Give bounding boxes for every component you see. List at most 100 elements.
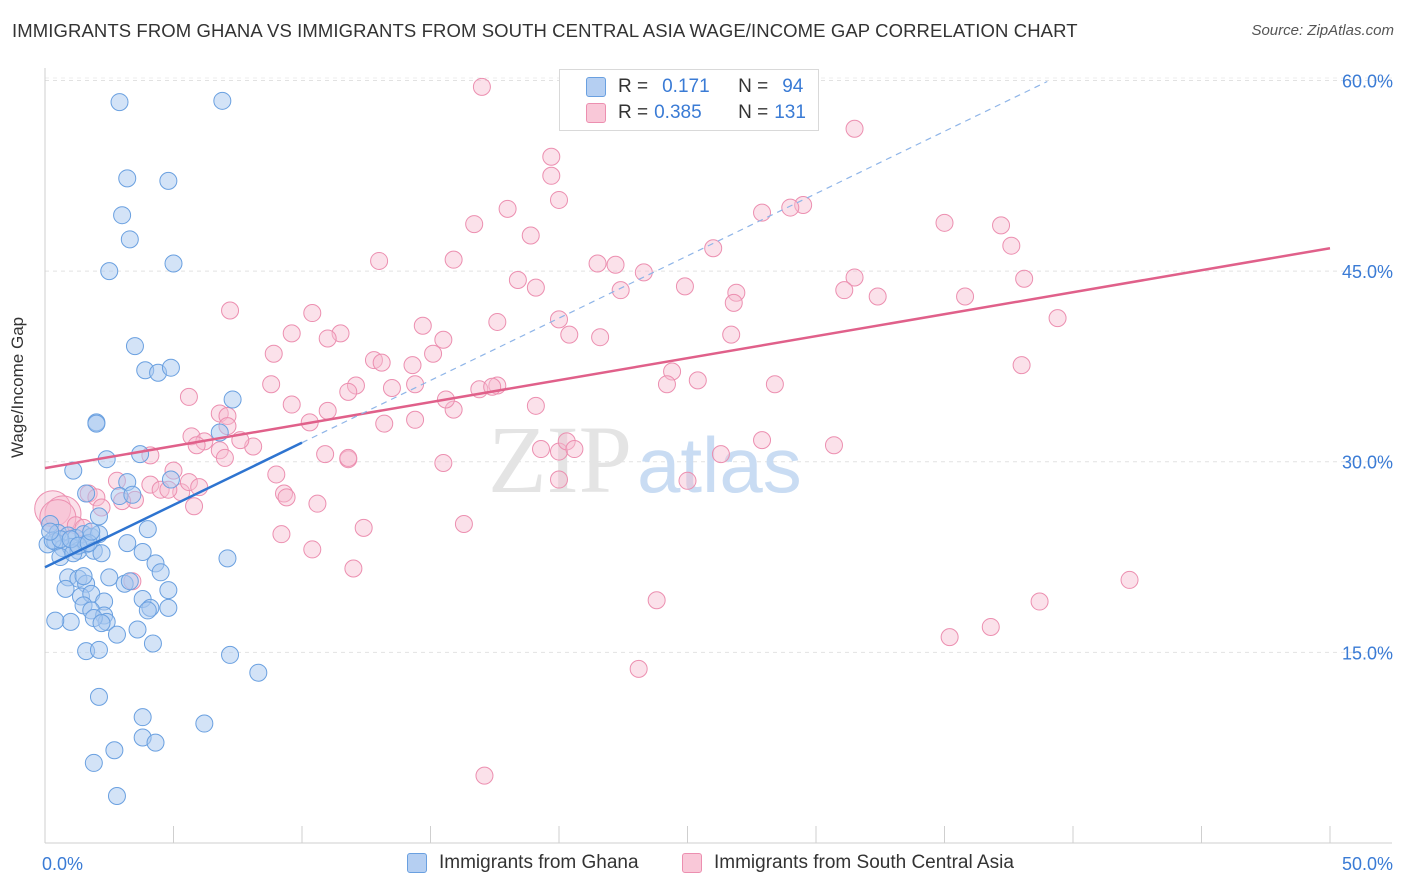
correlation-legend: R = 0.171 N = 94 R = 0.385 N = 131 [559, 69, 819, 131]
data-point-south-central-asia [215, 448, 234, 467]
legend-item-sca: Immigrants from South Central Asia [682, 852, 1014, 874]
data-point-south-central-asia [1002, 236, 1021, 255]
data-point-south-central-asia [272, 525, 291, 544]
data-point-south-central-asia [424, 344, 443, 363]
data-point-ghana [61, 612, 80, 631]
data-point-south-central-asia [444, 400, 463, 419]
data-point-south-central-asia [765, 375, 784, 394]
data-point-south-central-asia [647, 591, 666, 610]
data-point-south-central-asia [282, 395, 301, 414]
data-point-south-central-asia [724, 293, 743, 312]
data-point-ghana [159, 581, 178, 600]
data-point-south-central-asia [992, 216, 1011, 235]
data-point-ghana [56, 579, 75, 598]
x-tick-label: 50.0% [1342, 854, 1393, 874]
data-point-south-central-asia [218, 406, 237, 425]
data-point-south-central-asia [282, 324, 301, 343]
data-point-south-central-asia [532, 440, 551, 459]
data-point-ghana [105, 741, 124, 760]
data-point-ghana [159, 598, 178, 617]
data-point-south-central-asia [940, 628, 959, 647]
data-point-south-central-asia [678, 471, 697, 490]
data-point-ghana [213, 91, 232, 110]
data-point-ghana [138, 520, 157, 539]
data-point-ghana [89, 640, 108, 659]
data-point-south-central-asia [560, 325, 579, 344]
data-point-south-central-asia [526, 278, 545, 297]
data-point-south-central-asia [375, 414, 394, 433]
data-point-south-central-asia [591, 328, 610, 347]
watermark-atlas: atlas [637, 421, 802, 509]
data-point-south-central-asia [303, 540, 322, 559]
data-point-south-central-asia [434, 454, 453, 473]
data-point-south-central-asia [611, 281, 630, 300]
legend-swatch-sca [586, 103, 606, 123]
data-point-south-central-asia [629, 659, 648, 678]
data-point-ghana [221, 645, 240, 664]
data-point-south-central-asia [824, 436, 843, 455]
data-point-south-central-asia [403, 356, 422, 375]
data-point-ghana [74, 567, 93, 586]
data-point-south-central-asia [956, 287, 975, 306]
data-point-south-central-asia [634, 263, 653, 282]
data-point-south-central-asia [179, 387, 198, 406]
legend-n-value-sca: 131 [774, 102, 806, 123]
data-point-south-central-asia [316, 445, 335, 464]
data-point-ghana [77, 484, 96, 503]
data-point-south-central-asia [521, 226, 540, 245]
data-point-ghana [151, 563, 170, 582]
data-point-ghana [164, 254, 183, 273]
data-point-ghana [195, 714, 214, 733]
data-point-ghana [161, 470, 180, 489]
data-point-south-central-asia [688, 371, 707, 390]
chart-title: IMMIGRANTS FROM GHANA VS IMMIGRANTS FROM… [12, 20, 1078, 41]
data-point-south-central-asia [1012, 356, 1031, 375]
source-credit: Source: ZipAtlas.com [1251, 22, 1394, 39]
data-point-ghana [218, 549, 237, 568]
grid-lines [45, 77, 1392, 653]
data-point-south-central-asia [303, 304, 322, 323]
trend-line-south-central-asia [44, 247, 1331, 470]
data-point-south-central-asia [1120, 570, 1139, 589]
data-point-south-central-asia [753, 431, 772, 450]
data-point-south-central-asia [465, 215, 484, 234]
data-point-ghana [249, 663, 268, 682]
data-point-ghana [92, 614, 111, 633]
data-point-ghana [138, 601, 157, 620]
data-point-ghana [131, 445, 150, 464]
data-point-ghana [133, 542, 152, 561]
watermark: ZIP atlas [488, 406, 802, 513]
data-point-south-central-asia [382, 379, 401, 398]
data-point-south-central-asia [675, 277, 694, 296]
data-point-south-central-asia [475, 766, 494, 785]
data-point-south-central-asia [781, 198, 800, 217]
data-point-south-central-asia [550, 470, 568, 489]
data-point-ghana [100, 568, 119, 587]
data-point-south-central-asia [1015, 269, 1034, 288]
data-point-south-central-asia [753, 203, 772, 222]
data-point-ghana [100, 262, 119, 281]
data-point-ghana [118, 534, 137, 553]
data-point-ghana [120, 230, 139, 249]
data-point-ghana [82, 522, 101, 541]
data-point-ghana [89, 687, 108, 706]
data-point-south-central-asia [488, 312, 507, 331]
trend-line-ghana [44, 441, 303, 569]
data-point-south-central-asia [835, 281, 854, 300]
data-point-south-central-asia [542, 147, 561, 166]
data-point-south-central-asia [413, 316, 432, 335]
data-point-ghana [89, 507, 108, 526]
data-point-south-central-asia [221, 301, 240, 320]
y-tick-label: 15.0% [1342, 643, 1393, 663]
data-point-south-central-asia [588, 254, 607, 273]
legend-r-label: R = [618, 76, 649, 97]
data-point-ghana [123, 485, 142, 504]
data-point-south-central-asia [868, 287, 887, 306]
data-point-south-central-asia [318, 329, 337, 348]
data-point-south-central-asia [550, 190, 568, 209]
data-point-south-central-asia [722, 325, 741, 344]
data-point-south-central-asia [454, 515, 473, 534]
data-point-ghana [107, 625, 126, 644]
data-point-south-central-asia [1048, 309, 1067, 328]
